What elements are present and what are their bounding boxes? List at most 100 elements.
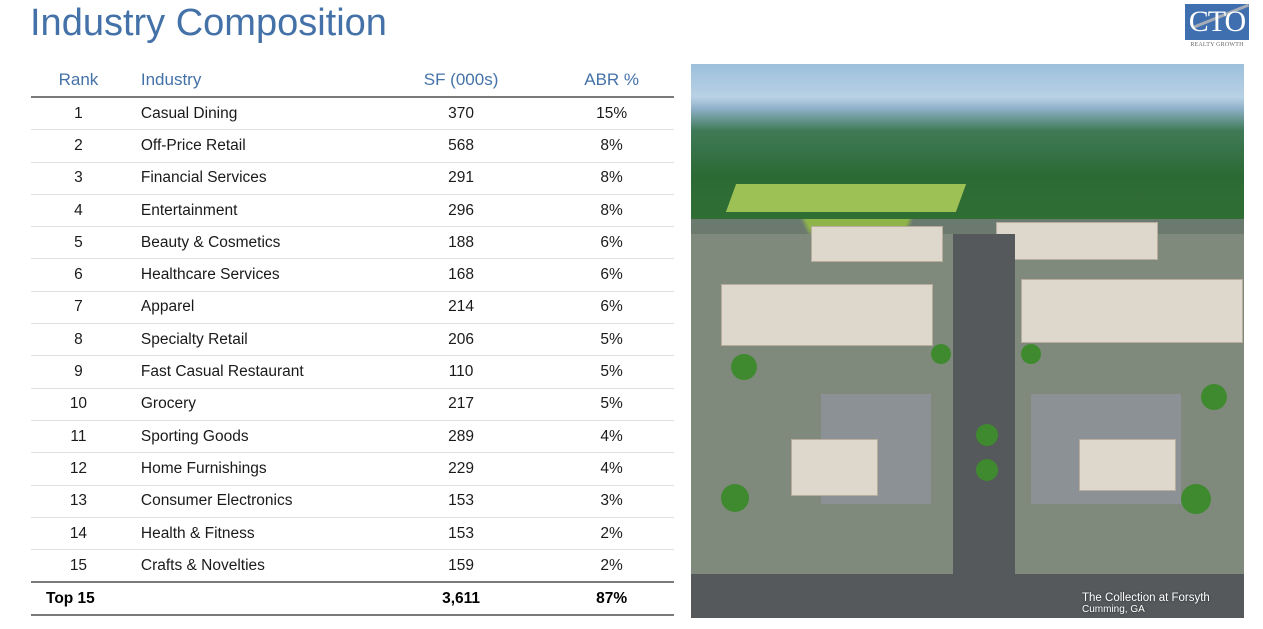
abr-cell: 6% <box>549 258 674 292</box>
abr-cell: 8% <box>549 129 674 163</box>
abr-cell: 6% <box>549 226 674 260</box>
rank-cell: 6 <box>31 258 126 292</box>
abr-cell: 5% <box>549 355 674 389</box>
photo-caption-location: Cumming, GA <box>1082 604 1145 615</box>
table-row: 3 Financial Services 291 8% <box>31 162 674 195</box>
abr-cell: 5% <box>549 323 674 357</box>
sf-cell: 291 <box>372 162 550 195</box>
total-label: Top 15 <box>31 581 126 617</box>
table-row: 8 Specialty Retail 206 5% <box>31 323 674 357</box>
industry-cell: Home Furnishings <box>125 452 373 486</box>
column-header-industry: Industry <box>125 64 373 98</box>
photo-tree <box>1021 344 1041 364</box>
sf-cell: 214 <box>372 291 550 325</box>
abr-cell: 4% <box>549 452 674 486</box>
logo-text: CTO <box>1188 5 1246 38</box>
total-industry-blank <box>125 581 373 617</box>
photo-tree <box>976 424 998 446</box>
abr-cell: 8% <box>549 162 674 195</box>
rank-cell: 5 <box>31 226 126 260</box>
rank-cell: 7 <box>31 291 126 325</box>
rank-cell: 15 <box>31 549 126 583</box>
rank-cell: 8 <box>31 323 126 357</box>
industry-cell: Health & Fitness <box>125 517 373 551</box>
photo-building <box>1079 439 1176 491</box>
sf-cell: 168 <box>372 258 550 292</box>
table-row: 14 Health & Fitness 153 2% <box>31 517 674 551</box>
industry-cell: Beauty & Cosmetics <box>125 226 373 260</box>
industry-cell: Healthcare Services <box>125 258 373 292</box>
table-row: 15 Crafts & Novelties 159 2% <box>31 549 674 583</box>
sf-cell: 206 <box>372 323 550 357</box>
industry-cell: Sporting Goods <box>125 420 373 454</box>
rank-cell: 14 <box>31 517 126 551</box>
industry-cell: Crafts & Novelties <box>125 549 373 583</box>
abr-cell: 5% <box>549 388 674 421</box>
sf-cell: 153 <box>372 485 550 518</box>
sf-cell: 296 <box>372 194 550 228</box>
industry-cell: Consumer Electronics <box>125 485 373 518</box>
column-header-sf: SF (000s) <box>372 64 550 98</box>
abr-cell: 6% <box>549 291 674 325</box>
photo-tree <box>976 459 998 481</box>
sf-cell: 159 <box>372 549 550 583</box>
table-row: 6 Healthcare Services 168 6% <box>31 258 674 292</box>
photo-tree <box>721 484 749 512</box>
photo-building <box>721 284 933 346</box>
table-row: 2 Off-Price Retail 568 8% <box>31 129 674 163</box>
abr-cell: 2% <box>549 517 674 551</box>
table-row: 11 Sporting Goods 289 4% <box>31 420 674 454</box>
industry-cell: Casual Dining <box>125 97 373 131</box>
sf-cell: 188 <box>372 226 550 260</box>
industry-cell: Specialty Retail <box>125 323 373 357</box>
table-row: 10 Grocery 217 5% <box>31 388 674 421</box>
sf-cell: 110 <box>372 355 550 389</box>
table-row: 9 Fast Casual Restaurant 110 5% <box>31 355 674 389</box>
photo-tree <box>1201 384 1227 410</box>
photo-building <box>996 222 1158 260</box>
abr-cell: 15% <box>549 97 674 131</box>
photo-caption-title: The Collection at Forsyth <box>1082 592 1210 604</box>
logo-mark: CTO <box>1185 4 1249 40</box>
rank-cell: 10 <box>31 388 126 421</box>
photo-building <box>791 439 878 496</box>
rank-cell: 3 <box>31 162 126 195</box>
sf-cell: 153 <box>372 517 550 551</box>
industry-cell: Financial Services <box>125 162 373 195</box>
photo-building <box>811 226 943 262</box>
table-row: 1 Casual Dining 370 15% <box>31 97 674 131</box>
total-sf: 3,611 <box>372 581 550 617</box>
rank-cell: 12 <box>31 452 126 486</box>
rank-cell: 4 <box>31 194 126 228</box>
industry-composition-table: Rank Industry SF (000s) ABR % 1 Casual Di… <box>31 64 674 617</box>
industry-cell: Apparel <box>125 291 373 325</box>
photo-tree <box>1181 484 1211 514</box>
rank-cell: 2 <box>31 129 126 163</box>
rank-cell: 9 <box>31 355 126 389</box>
photo-building <box>1021 279 1243 343</box>
page-title: Industry Composition <box>30 2 387 44</box>
rank-cell: 11 <box>31 420 126 454</box>
photo-field <box>725 184 967 212</box>
industry-cell: Off-Price Retail <box>125 129 373 163</box>
total-abr: 87% <box>549 581 674 617</box>
sf-cell: 217 <box>372 388 550 421</box>
rank-cell: 1 <box>31 97 126 131</box>
industry-cell: Grocery <box>125 388 373 421</box>
logo-subtext: REALTY GROWTH <box>1190 42 1244 48</box>
abr-cell: 8% <box>549 194 674 228</box>
abr-cell: 4% <box>549 420 674 454</box>
photo-tree <box>931 344 951 364</box>
table-row: 7 Apparel 214 6% <box>31 291 674 325</box>
column-header-rank: Rank <box>31 64 126 98</box>
sf-cell: 568 <box>372 129 550 163</box>
table-row: 5 Beauty & Cosmetics 188 6% <box>31 226 674 260</box>
photo-caption: The Collection at Forsyth Cumming, GA <box>1082 592 1210 616</box>
sf-cell: 289 <box>372 420 550 454</box>
sf-cell: 229 <box>372 452 550 486</box>
total-row: Top 15 3,611 87% <box>31 581 674 617</box>
industry-cell: Fast Casual Restaurant <box>125 355 373 389</box>
rank-cell: 13 <box>31 485 126 518</box>
company-logo: CTO REALTY GROWTH <box>1185 4 1249 50</box>
table-row: 4 Entertainment 296 8% <box>31 194 674 228</box>
